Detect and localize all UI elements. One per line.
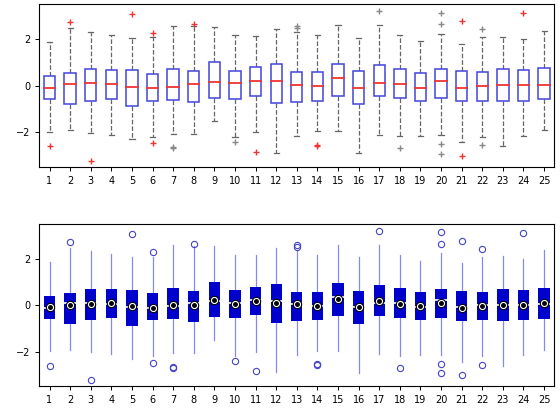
Bar: [538, 288, 550, 319]
Bar: [332, 64, 344, 96]
Bar: [167, 288, 179, 319]
Bar: [477, 292, 488, 320]
Bar: [147, 74, 158, 101]
Bar: [188, 291, 199, 322]
Bar: [394, 69, 405, 98]
Bar: [497, 69, 508, 101]
Bar: [435, 289, 447, 318]
Bar: [456, 71, 468, 101]
Bar: [167, 69, 179, 100]
Bar: [435, 69, 447, 98]
Bar: [126, 71, 138, 106]
Bar: [209, 282, 220, 317]
Bar: [270, 284, 282, 323]
Bar: [64, 293, 76, 324]
Bar: [538, 68, 550, 99]
Bar: [497, 289, 508, 321]
Bar: [44, 296, 55, 319]
Bar: [312, 292, 323, 320]
Bar: [291, 292, 302, 321]
Bar: [209, 63, 220, 97]
Bar: [456, 291, 468, 321]
Bar: [106, 289, 117, 318]
Bar: [374, 65, 385, 96]
Bar: [126, 290, 138, 326]
Bar: [147, 293, 158, 320]
Bar: [477, 72, 488, 100]
Bar: [188, 71, 199, 102]
Bar: [415, 73, 426, 100]
Bar: [353, 71, 365, 104]
Bar: [291, 73, 302, 102]
Bar: [250, 67, 262, 96]
Bar: [250, 287, 262, 315]
Bar: [332, 284, 344, 316]
Bar: [85, 69, 96, 101]
Bar: [518, 290, 529, 320]
Bar: [312, 72, 323, 101]
Bar: [518, 70, 529, 101]
Bar: [394, 289, 405, 318]
Bar: [106, 70, 117, 99]
Bar: [64, 73, 76, 104]
Bar: [353, 291, 365, 324]
Bar: [44, 76, 55, 100]
Bar: [85, 289, 96, 320]
Bar: [229, 71, 241, 99]
Bar: [415, 292, 426, 320]
Bar: [270, 64, 282, 103]
Bar: [229, 290, 241, 318]
Bar: [374, 285, 385, 316]
